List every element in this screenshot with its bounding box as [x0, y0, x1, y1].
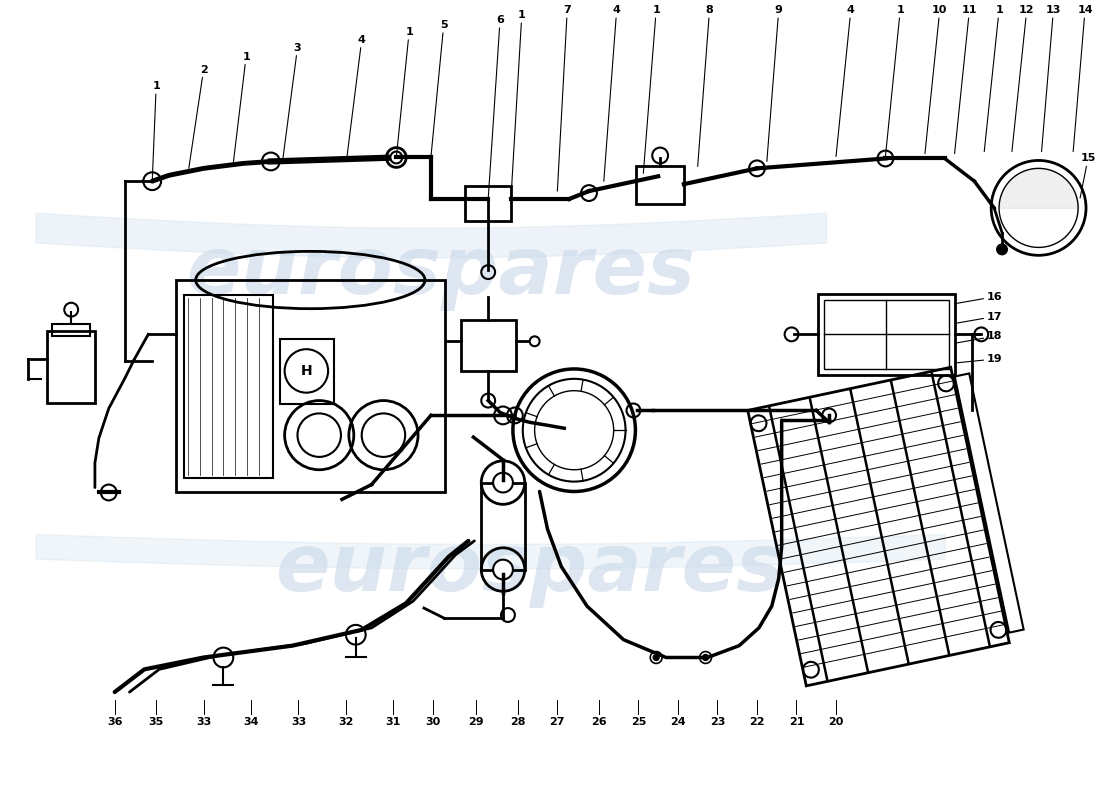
Text: 20: 20: [828, 717, 844, 726]
Bar: [955, 374, 1024, 633]
Text: 26: 26: [591, 717, 607, 726]
Circle shape: [997, 245, 1006, 254]
Text: 5: 5: [431, 20, 448, 158]
Text: 32: 32: [338, 717, 353, 726]
Circle shape: [530, 336, 540, 346]
Text: 15: 15: [1080, 154, 1096, 198]
Text: 18: 18: [955, 331, 1002, 343]
Text: 1: 1: [152, 82, 160, 182]
Text: 36: 36: [107, 717, 122, 726]
Text: 17: 17: [955, 311, 1002, 323]
Bar: [482, 482, 525, 570]
Text: 9: 9: [767, 6, 782, 162]
Text: 3: 3: [283, 43, 301, 161]
Text: 33: 33: [196, 717, 211, 726]
Bar: [461, 319, 516, 371]
Text: 13: 13: [1042, 6, 1062, 151]
Text: 1: 1: [233, 52, 250, 163]
Bar: [748, 367, 1010, 686]
Text: eurospares: eurospares: [275, 530, 784, 607]
Text: 1: 1: [396, 27, 412, 158]
Circle shape: [390, 151, 403, 163]
Bar: [824, 300, 948, 369]
Bar: [279, 339, 334, 403]
Text: 12: 12: [1012, 6, 1034, 151]
Text: 21: 21: [789, 717, 804, 726]
Text: 29: 29: [469, 717, 484, 726]
Text: 31: 31: [386, 717, 402, 726]
Text: 25: 25: [630, 717, 646, 726]
Text: 1: 1: [984, 6, 1003, 151]
Text: 14: 14: [1074, 6, 1092, 151]
Text: 30: 30: [426, 717, 440, 726]
Text: 6: 6: [488, 15, 504, 199]
Text: 2: 2: [189, 65, 208, 168]
Text: 7: 7: [558, 6, 571, 191]
Text: 4: 4: [346, 35, 365, 158]
Text: 11: 11: [955, 6, 977, 154]
Circle shape: [493, 473, 513, 493]
Text: 28: 28: [510, 717, 526, 726]
Text: 1: 1: [886, 6, 904, 157]
Circle shape: [703, 654, 708, 661]
Text: H: H: [300, 364, 312, 378]
Text: 24: 24: [670, 717, 685, 726]
Bar: [184, 295, 273, 478]
Bar: [818, 294, 955, 375]
Text: 33: 33: [290, 717, 306, 726]
Text: 19: 19: [955, 354, 1002, 364]
Text: 35: 35: [148, 717, 164, 726]
Text: 16: 16: [955, 292, 1002, 304]
Bar: [53, 325, 90, 336]
Text: 22: 22: [749, 717, 764, 726]
Text: eurospares: eurospares: [186, 233, 695, 311]
Bar: [47, 331, 95, 402]
Text: 4: 4: [836, 6, 855, 157]
Bar: [637, 166, 684, 204]
Bar: [176, 280, 444, 493]
Text: 27: 27: [550, 717, 565, 726]
Text: 8: 8: [697, 6, 714, 166]
Bar: [465, 186, 510, 221]
Circle shape: [493, 560, 513, 579]
Text: 4: 4: [604, 6, 620, 182]
Text: 34: 34: [243, 717, 258, 726]
Circle shape: [653, 654, 659, 661]
Text: 1: 1: [510, 10, 526, 199]
Text: 10: 10: [925, 6, 947, 154]
Text: 1: 1: [644, 6, 660, 174]
Text: 23: 23: [710, 717, 725, 726]
